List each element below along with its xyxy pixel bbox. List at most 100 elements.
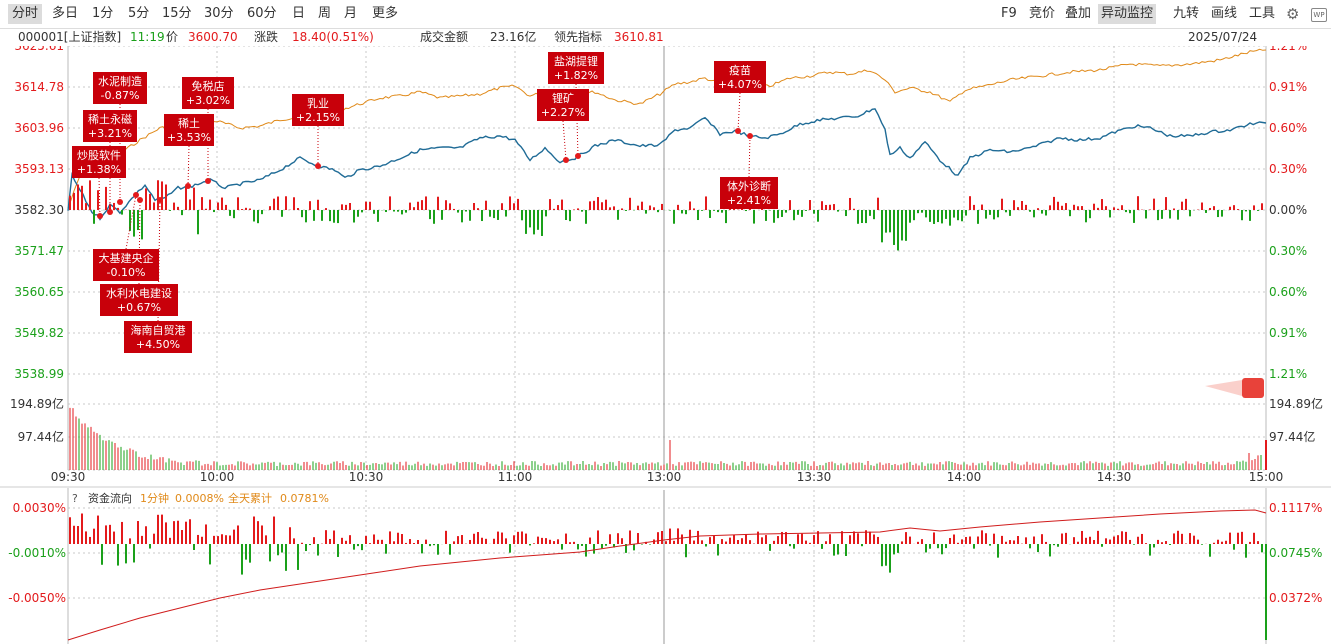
period-tab-10[interactable]: 更多 — [372, 6, 399, 21]
alert-connector-9 — [748, 135, 751, 178]
leading-value: 3610.81 — [614, 30, 664, 44]
flow-cumulative-value: 0.0781% — [280, 492, 329, 505]
alert-name-9: 体外诊断 — [727, 179, 771, 193]
alert-tag-7[interactable]: 锂矿+2.27% — [537, 89, 589, 163]
alert-pct-5: +2.15% — [296, 111, 340, 124]
period-tab-2[interactable]: 1分 — [92, 6, 114, 21]
alert-pct-1: +3.21% — [88, 127, 132, 140]
alert-tag-12[interactable]: 海南自贸港+4.50% — [124, 197, 192, 353]
leading-indicator-line — [67, 48, 1267, 209]
alert-tag-8[interactable]: 疫苗+4.07% — [714, 61, 766, 134]
period-tab-4[interactable]: 15分 — [162, 6, 192, 21]
time-axis-6: 14:00 — [947, 470, 982, 484]
price-axis-left-3: 3593.13 — [14, 162, 64, 176]
time-axis-5: 13:30 — [797, 470, 832, 484]
toolbar-item-4[interactable]: 九转 — [1173, 6, 1200, 21]
price-axis-right-5: 0.30% — [1269, 244, 1307, 258]
toolbar-item-5[interactable]: 画线 — [1211, 6, 1238, 21]
alert-box-1 — [83, 110, 137, 142]
alert-name-3: 免税店 — [192, 79, 225, 93]
alert-tag-3[interactable]: 免税店+3.02% — [182, 77, 234, 184]
alert-box-8 — [714, 61, 766, 93]
alert-pct-9: +2.41% — [727, 194, 771, 207]
alert-pct-10: -0.10% — [107, 266, 146, 279]
turnover-label: 成交金额 — [420, 30, 469, 44]
alert-tag-5[interactable]: 乳业+2.15% — [292, 94, 344, 169]
alert-box-12 — [124, 321, 192, 353]
alert-dot-12 — [157, 197, 163, 203]
price-axis-right-6: 0.60% — [1269, 285, 1307, 299]
alert-tag-0[interactable]: 水泥制造-0.87% — [93, 72, 147, 205]
time-axis-8: 15:00 — [1249, 470, 1284, 484]
toolbar-item-0[interactable]: F9 — [1001, 6, 1017, 21]
toolbar-item-1[interactable]: 竞价 — [1029, 6, 1056, 21]
price-axis-left-4: 3582.30 — [14, 203, 64, 217]
period-tab-7[interactable]: 日 — [292, 6, 306, 21]
period-tab-0[interactable]: 分时 — [8, 4, 43, 24]
price-axis-left-1: 3614.78 — [14, 80, 64, 94]
alert-pct-7: +2.27% — [541, 106, 585, 119]
alert-dot-5 — [315, 163, 321, 169]
change-value: 18.40(0.51%) — [292, 30, 374, 44]
price-axis-left-6: 3560.65 — [14, 285, 64, 299]
alert-pct-8: +4.07% — [718, 78, 762, 91]
alert-tag-9[interactable]: 体外诊断+2.41% — [720, 133, 778, 209]
alert-tag-2[interactable]: 炒股软件+1.38% — [72, 146, 126, 219]
price-axis-right-1: 0.91% — [1269, 80, 1307, 94]
time-axis-3: 11:00 — [498, 470, 533, 484]
alert-name-2: 炒股软件 — [77, 148, 121, 162]
price-value: 3600.70 — [188, 30, 238, 44]
alert-name-1: 稀土永磁 — [88, 112, 132, 126]
toolbar-item-2[interactable]: 叠加 — [1065, 6, 1092, 21]
alert-dot-8 — [735, 128, 741, 134]
alert-dot-10 — [133, 192, 139, 198]
alert-box-5 — [292, 94, 344, 126]
period-tab-1[interactable]: 多日 — [52, 6, 79, 21]
alert-tag-4[interactable]: 稀土+3.53% — [164, 114, 214, 189]
flow-axis-right-2: 0.0372% — [1269, 591, 1322, 605]
period-tab-5[interactable]: 30分 — [204, 6, 234, 21]
flow-period: 1分钟 — [140, 491, 169, 505]
period-tab-3[interactable]: 5分 — [128, 6, 150, 21]
alert-connector-7 — [562, 120, 567, 161]
alert-box-6 — [548, 52, 604, 84]
flow-axis-left-1: -0.0010% — [8, 546, 66, 560]
volume-axis-right-0: 194.89亿 — [1269, 396, 1323, 411]
wp-badge-icon[interactable]: WP — [1311, 8, 1327, 22]
alert-pct-11: +0.67% — [117, 301, 161, 314]
toolbar-item-6[interactable]: 工具 — [1249, 6, 1276, 21]
alert-dot-9 — [747, 133, 753, 139]
alert-name-7: 锂矿 — [552, 91, 574, 105]
toolbar: 分时 多日 1分 5分 15分 30分 60分日周月更多 F9 竞价 叠加 异动监控 九转 画线 工具 … — [0, 0, 1331, 29]
alert-box-3 — [182, 77, 234, 109]
alert-pct-6: +1.82% — [554, 69, 598, 82]
alert-connector-2 — [98, 177, 101, 217]
alert-pct-12: +4.50% — [136, 338, 180, 351]
price-axis-right-8: 1.21% — [1269, 367, 1307, 381]
alert-tag-6[interactable]: 盐湖提锂+1.82% — [548, 52, 604, 159]
period-tab-6[interactable]: 60分 — [247, 6, 277, 21]
price-label: 价 — [166, 30, 179, 44]
cumulative-flow-line — [67, 509, 1267, 641]
alert-tag-10[interactable]: 大基建央企-0.10% — [93, 192, 159, 281]
alert-box-0 — [93, 72, 147, 104]
price-line — [67, 108, 1267, 221]
toolbar-item-3[interactable]: 异动监控 — [1098, 4, 1157, 24]
alert-name-0: 水泥制造 — [98, 74, 142, 88]
gear-icon[interactable]: ⚙ — [1286, 5, 1300, 23]
flow-axis-left-2: -0.0050% — [8, 591, 66, 605]
time-axis-2: 10:30 — [349, 470, 384, 484]
time-axis-7: 14:30 — [1097, 470, 1132, 484]
alert-tag-11[interactable]: 水利水电建设+0.67% — [100, 197, 178, 316]
intraday-chart[interactable]: 3625.61 3614.78 3603.96 3593.13 3582.30 3571.… — [0, 46, 1331, 644]
alert-name-12: 海南自贸港 — [131, 323, 186, 337]
volume-axis-left-1: 97.44亿 — [18, 429, 64, 444]
alert-box-9 — [720, 177, 778, 209]
alert-dot-6 — [575, 153, 581, 159]
alert-dot-7 — [563, 157, 569, 163]
info-bar: 000001[上证指数] 11:19 价 3600.70 涨跌 18.40(0.… — [0, 28, 1331, 46]
alert-tag-1[interactable]: 稀土永磁+3.21% — [83, 110, 137, 215]
price-axis-right-4: 0.00% — [1269, 203, 1307, 217]
period-tab-8[interactable]: 周 — [318, 6, 332, 21]
period-tab-9[interactable]: 月 — [344, 6, 358, 21]
